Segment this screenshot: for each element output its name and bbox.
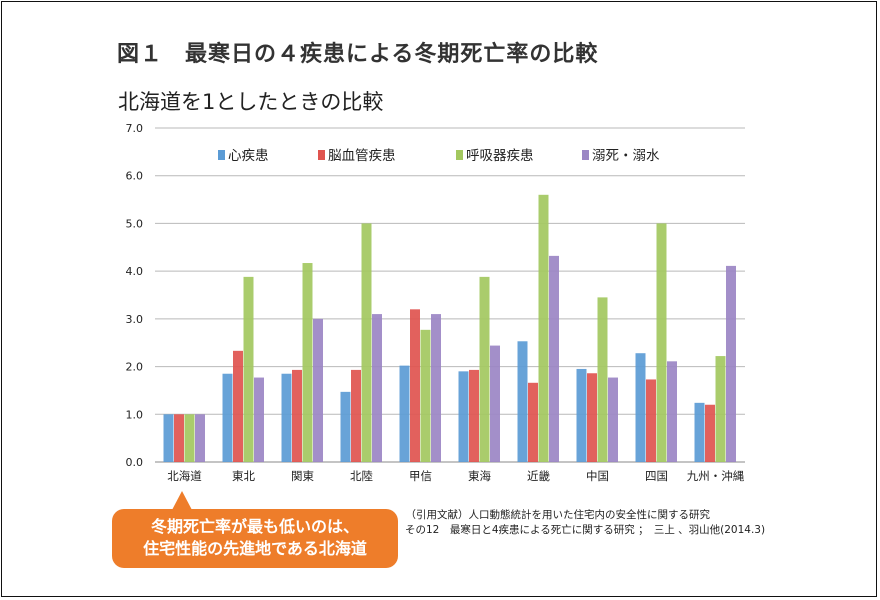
y-tick-label: 7.0 xyxy=(126,122,144,135)
citation: （引用文献）人口動態統計を用いた住宅内の安全性に関する研究 その12 最寒日と4… xyxy=(405,508,766,538)
x-tick-label: 北海道 xyxy=(167,469,202,483)
y-tick-label: 4.0 xyxy=(126,265,144,278)
legend-label: 呼吸器疾患 xyxy=(466,148,534,164)
bar xyxy=(458,371,469,462)
bar xyxy=(340,391,351,462)
x-tick-label: 東海 xyxy=(468,469,491,483)
bar xyxy=(597,297,608,462)
bar xyxy=(705,404,715,462)
bar xyxy=(587,373,597,462)
bar xyxy=(479,276,490,462)
bar xyxy=(222,373,233,462)
bar xyxy=(538,194,549,463)
bar xyxy=(195,414,205,462)
bar xyxy=(576,368,587,462)
citation-line-2: その12 最寒日と4疾患による死亡に関する研究 ； 三上 、羽山他(2014.3… xyxy=(405,524,766,536)
bar xyxy=(646,379,656,462)
callout-box: 冬期死亡率が最も低いのは、 住宅性能の先進地である北海道 xyxy=(112,509,398,568)
bar xyxy=(399,365,410,462)
bar xyxy=(420,329,431,462)
legend-swatch xyxy=(582,150,589,160)
callout-line-2: 住宅性能の先進地である北海道 xyxy=(143,539,367,558)
callout-arrow xyxy=(172,491,192,510)
bar xyxy=(635,353,646,462)
x-tick-label: 中国 xyxy=(586,469,609,483)
citation-line-1: （引用文献）人口動態統計を用いた住宅内の安全性に関する研究 xyxy=(405,509,711,521)
bar xyxy=(490,345,500,462)
x-tick-label: 甲信 xyxy=(409,469,432,483)
bar xyxy=(517,341,528,462)
x-tick-label: 四国 xyxy=(645,469,668,483)
y-tick-label: 2.0 xyxy=(126,361,144,374)
bar xyxy=(715,356,726,462)
legend-swatch xyxy=(318,150,325,160)
bar xyxy=(163,414,174,462)
figure-label: 図１ xyxy=(117,42,164,67)
y-tick-label: 5.0 xyxy=(126,217,144,230)
legend-label: 溺死・溺水 xyxy=(592,148,660,164)
bar xyxy=(469,369,479,462)
bar xyxy=(313,318,323,462)
bar xyxy=(281,373,292,462)
figure-title: 図１ 最寒日の４疾患による冬期死亡率の比較 xyxy=(117,36,598,68)
bar xyxy=(302,263,313,462)
y-tick-label: 3.0 xyxy=(126,313,144,326)
y-tick-label: 1.0 xyxy=(126,408,144,421)
bar xyxy=(726,265,736,462)
bar xyxy=(608,377,618,462)
bar xyxy=(410,309,420,462)
bar xyxy=(174,414,184,462)
figure-title-text: 最寒日の４疾患による冬期死亡率の比較 xyxy=(185,42,599,67)
bar xyxy=(243,276,254,462)
bar xyxy=(292,369,302,462)
y-tick-label: 6.0 xyxy=(126,170,144,183)
bar xyxy=(528,382,538,462)
bar xyxy=(549,255,559,462)
bar xyxy=(233,350,243,462)
chart-title: 北海道を1としたときの比較 xyxy=(118,90,384,114)
bar xyxy=(361,223,372,462)
x-tick-label: 北陸 xyxy=(350,469,373,483)
callout-line-1: 冬期死亡率が最も低いのは、 xyxy=(150,517,359,536)
bar xyxy=(254,377,264,462)
x-tick-label: 九州・沖縄 xyxy=(687,469,745,483)
y-tick-label: 0.0 xyxy=(126,456,144,469)
bar xyxy=(431,314,441,462)
legend-swatch xyxy=(218,150,225,160)
bar xyxy=(667,361,677,462)
bar xyxy=(656,223,667,462)
x-tick-label: 東北 xyxy=(232,469,255,483)
x-tick-label: 近畿 xyxy=(527,469,550,483)
bar xyxy=(694,402,705,462)
legend-swatch xyxy=(456,150,463,160)
legend-label: 心疾患 xyxy=(228,148,269,164)
x-tick-label: 関東 xyxy=(291,469,314,483)
legend-label: 脳血管疾患 xyxy=(328,148,396,164)
bar xyxy=(351,369,361,462)
bar xyxy=(184,414,195,462)
bar xyxy=(372,314,382,462)
